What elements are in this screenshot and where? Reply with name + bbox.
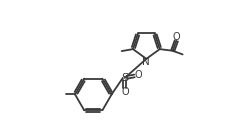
Text: N: N: [142, 57, 150, 68]
Text: O: O: [135, 70, 143, 80]
Text: S: S: [121, 73, 128, 83]
Text: O: O: [173, 32, 181, 42]
Text: O: O: [121, 87, 129, 97]
